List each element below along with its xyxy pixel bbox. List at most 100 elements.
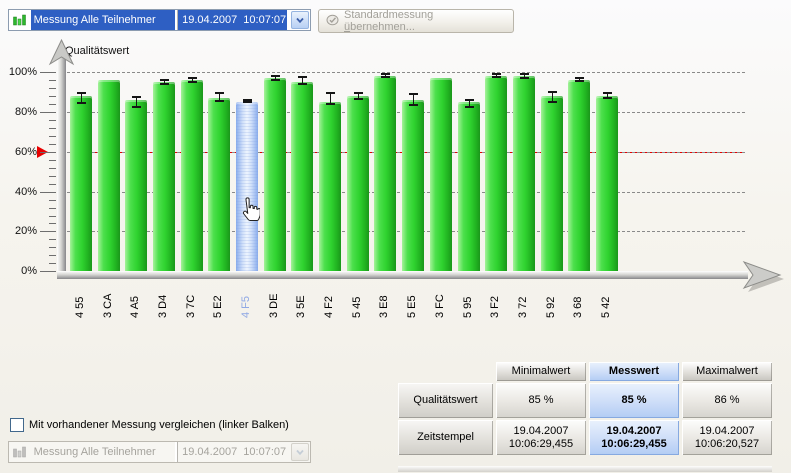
measurement-combobox[interactable]: Messung Alle Teilnehmer 19.04.2007 10:07…	[8, 9, 311, 31]
bar-5-42[interactable]	[595, 96, 618, 271]
measurement-combobox-datetime[interactable]: 19.04.2007 10:07:07	[178, 10, 288, 30]
error-bar-cap	[409, 93, 419, 95]
x-axis-arrow-icon	[742, 260, 784, 292]
y-axis-label: 60%	[14, 145, 37, 158]
y-axis-shaft	[57, 56, 66, 279]
bar-4-a5[interactable]	[125, 100, 148, 271]
y-ruler-tick	[49, 247, 56, 248]
bar-3-f2[interactable]	[485, 76, 508, 271]
error-bar-cap	[547, 91, 557, 93]
error-bar-cap	[381, 76, 391, 78]
chart-title: Qualitätswert	[65, 45, 130, 57]
y-ruler-tick	[49, 239, 56, 240]
error-bar	[219, 93, 221, 101]
table-cell-qualitaetswert-maximalwert: 86 %	[682, 383, 772, 418]
error-bar-cap	[77, 102, 86, 104]
table-header-minimalwert[interactable]: Minimalwert	[496, 362, 586, 381]
y-axis-label: 100%	[8, 66, 37, 78]
y-ruler-tick	[49, 175, 56, 177]
compare-combobox-value: Messung Alle Teilnehmer	[30, 442, 176, 462]
y-ruler-tick	[40, 191, 56, 193]
x-axis-label-3-fc: 3 FC	[433, 294, 446, 318]
x-axis-label-3-de: 3 DE	[267, 293, 280, 318]
table-header-maximalwert[interactable]: Maximalwert	[682, 362, 772, 381]
table-cell-zeitstempel-maximalwert: 19.04.2007 10:06:20,527	[682, 420, 772, 455]
error-bar	[136, 97, 138, 107]
table-header-messwert[interactable]: Messwert	[589, 362, 679, 381]
x-axis-label-3-68: 3 68	[572, 296, 585, 318]
bar-chart-icon	[9, 10, 31, 30]
error-bar-cap	[492, 76, 502, 78]
compare-combobox-datetime: 19.04.2007 10:07:07	[178, 442, 288, 462]
bar-5-45[interactable]	[346, 96, 369, 271]
y-ruler-tick	[40, 231, 56, 232]
table-cell-zeitstempel-messwert: 19.04.2007 10:06:29,455	[589, 420, 679, 455]
error-bar-cap	[464, 99, 474, 101]
bar-3-ca[interactable]	[97, 80, 120, 271]
error-bar-cap	[353, 92, 363, 94]
y-ruler-tick	[49, 104, 56, 105]
result-table: Minimalwert Messwert Maximalwert Qualitätsw…	[398, 362, 772, 455]
error-bar-cap	[187, 81, 197, 83]
bar-3-de[interactable]	[263, 78, 286, 271]
bar-4-f2[interactable]	[319, 102, 342, 271]
error-bar	[191, 78, 193, 82]
hand-cursor	[242, 197, 260, 222]
bar-5-95[interactable]	[457, 102, 480, 271]
error-bar	[413, 94, 415, 105]
error-bar	[302, 77, 304, 84]
combobox-divider	[175, 442, 179, 462]
error-bar-cap	[381, 73, 391, 75]
table-cell-qualitaetswert-minimalwert: 85 %	[496, 383, 586, 418]
error-bar-cap	[353, 98, 363, 100]
error-bar-cap	[160, 83, 170, 85]
x-axis-label-4-f2: 4 F2	[323, 295, 336, 318]
bar-3-7c[interactable]	[180, 80, 203, 271]
error-bar-cap	[492, 73, 502, 75]
x-axis-label-5-45: 5 45	[350, 296, 363, 318]
x-axis-shaft	[57, 271, 748, 279]
bar-3-d4[interactable]	[153, 82, 176, 271]
measurement-combobox-value[interactable]: Messung Alle Teilnehmer	[30, 10, 176, 30]
y-ruler-tick	[49, 215, 56, 217]
y-ruler-tick	[40, 72, 56, 73]
y-ruler-tick	[49, 127, 56, 129]
y-axis-label: 20%	[14, 225, 37, 237]
error-bar-cap	[215, 100, 225, 102]
y-ruler-tick	[49, 143, 56, 145]
y-ruler-tick	[49, 120, 56, 121]
error-bar-cap	[575, 77, 585, 79]
combobox-dropdown-button[interactable]	[291, 11, 310, 29]
bar-3-68[interactable]	[568, 80, 591, 271]
compare-checkbox[interactable]	[10, 418, 24, 432]
x-axis-label-5-e5: 5 E5	[406, 295, 419, 318]
error-bar	[551, 92, 553, 102]
error-bar-cap	[243, 101, 253, 103]
bar-4-f5[interactable]	[236, 102, 259, 271]
error-bar-cap	[243, 99, 253, 101]
bar-5-e2[interactable]	[208, 98, 231, 271]
error-bar-cap	[132, 106, 142, 108]
error-bar-cap	[298, 76, 308, 78]
error-bar	[606, 93, 608, 98]
error-bar-cap	[519, 77, 529, 79]
error-bar-cap	[575, 80, 585, 82]
stamp-icon	[325, 12, 340, 30]
error-bar-cap	[215, 92, 225, 94]
bar-5-92[interactable]	[540, 96, 563, 271]
y-axis-label: 80%	[14, 106, 37, 118]
y-ruler-tick	[49, 159, 56, 161]
error-bar	[357, 93, 359, 99]
y-ruler-tick	[49, 223, 56, 224]
bar-3-fc[interactable]	[429, 78, 452, 271]
bar-5-e5[interactable]	[402, 100, 425, 271]
error-bar-cap	[270, 79, 280, 81]
bar-4-55[interactable]	[70, 96, 92, 271]
bar-3-e8[interactable]	[374, 76, 397, 271]
y-axis-label: 0%	[21, 265, 37, 277]
error-bar-cap	[547, 101, 557, 103]
bar-3-72[interactable]	[512, 76, 535, 271]
bar-chart-icon	[9, 442, 31, 462]
bar-3-5e[interactable]	[291, 82, 314, 271]
x-axis-label-4-a5: 4 A5	[129, 295, 142, 318]
